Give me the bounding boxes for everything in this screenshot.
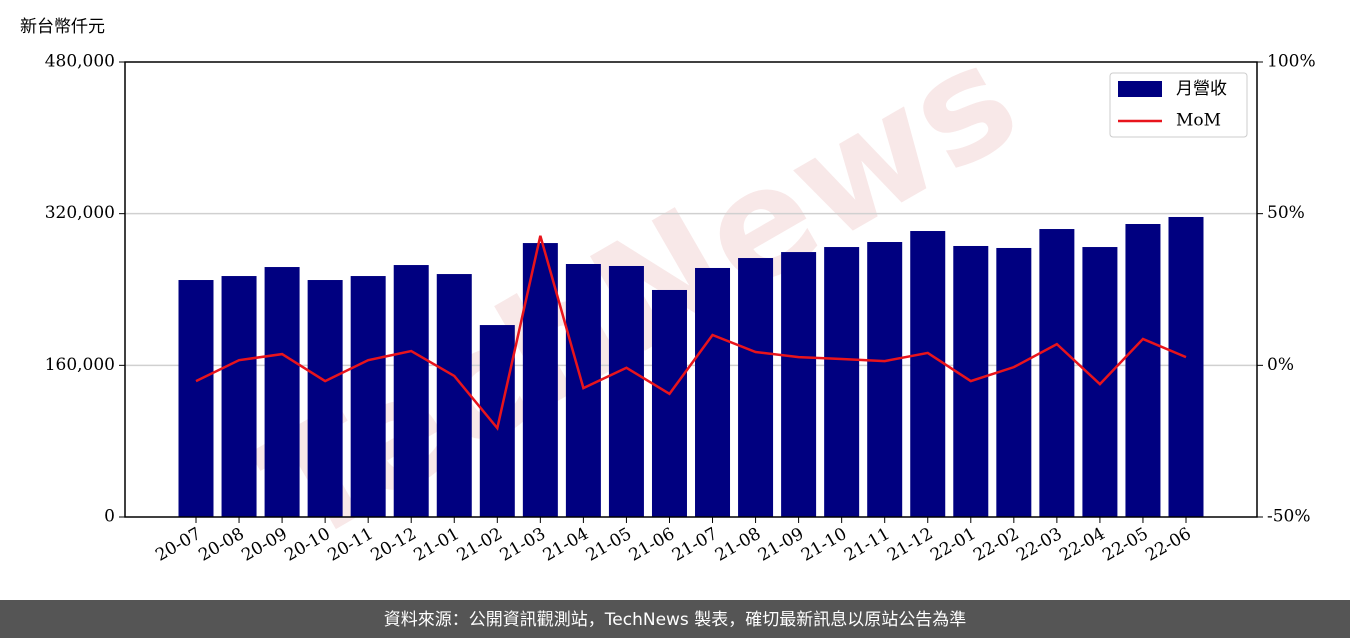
x-tick-label: 21-09 [755,524,807,566]
x-tick-label: 21-07 [669,524,721,566]
x-tick-label: 21-05 [583,524,635,566]
x-tick-label: 22-04 [1056,524,1108,566]
x-tick-label: 22-06 [1142,524,1194,566]
bar [264,267,300,517]
y-tick-label: 0 [104,507,115,527]
bar [738,258,774,517]
bar [178,280,214,517]
y2-tick-label: 50% [1267,203,1305,223]
bar [1039,229,1075,517]
bar [608,265,644,517]
y-axis-unit: 新台幣仟元 [20,17,105,37]
bar [565,264,601,517]
y-tick-label: 160,000 [45,355,115,375]
line [195,235,1187,431]
bar [350,276,386,517]
bar [651,289,687,517]
y2-tick-label: 0% [1267,355,1294,375]
x-tick-label: 22-02 [970,524,1022,566]
x-tick-label: 22-03 [1013,524,1065,566]
legend-label: 月營收 [1176,79,1227,99]
bar [695,267,731,517]
x-tick-label: 21-11 [841,524,893,566]
bar [867,242,903,517]
x-tick-label: 22-05 [1099,524,1151,566]
bar [436,274,472,517]
x-tick-label: 21-01 [411,524,463,566]
x-tick-label: 21-12 [884,524,936,566]
legend-label: MoM [1176,111,1221,131]
bar [1168,216,1204,517]
x-tick-label: 21-06 [626,524,678,566]
x-tick-label: 21-10 [798,524,850,566]
bar [781,252,817,517]
x-tick-label: 20-09 [238,524,290,566]
footer: 資料來源：公開資訊觀測站，TechNews 製表，確切最新訊息以原站公告為準 [384,610,966,630]
x-tick-label: 20-08 [195,524,247,566]
y2-tick-label: -50% [1267,507,1311,527]
bar [910,231,946,517]
x-tick-label: 21-03 [497,524,549,566]
footer-band [0,600,1350,638]
plot-frame [124,61,1258,518]
bar [479,325,515,517]
bar [393,265,429,517]
bar [1082,247,1118,518]
bar [824,247,860,518]
x-tick-label: 21-02 [454,524,506,566]
bar [996,247,1032,517]
bar [307,280,343,517]
x-tick-label: 21-04 [540,524,592,566]
x-tick-label: 20-07 [152,524,204,566]
y2-tick-label: 100% [1267,52,1316,72]
x-tick-label: 21-08 [712,524,764,566]
x-tick-label: 22-01 [927,524,979,566]
legend-swatch [1118,81,1162,97]
y-tick-label: 320,000 [45,203,115,223]
bar [522,243,558,518]
bar [221,276,257,517]
bar [1125,223,1161,517]
y-tick-label: 480,000 [45,52,115,72]
